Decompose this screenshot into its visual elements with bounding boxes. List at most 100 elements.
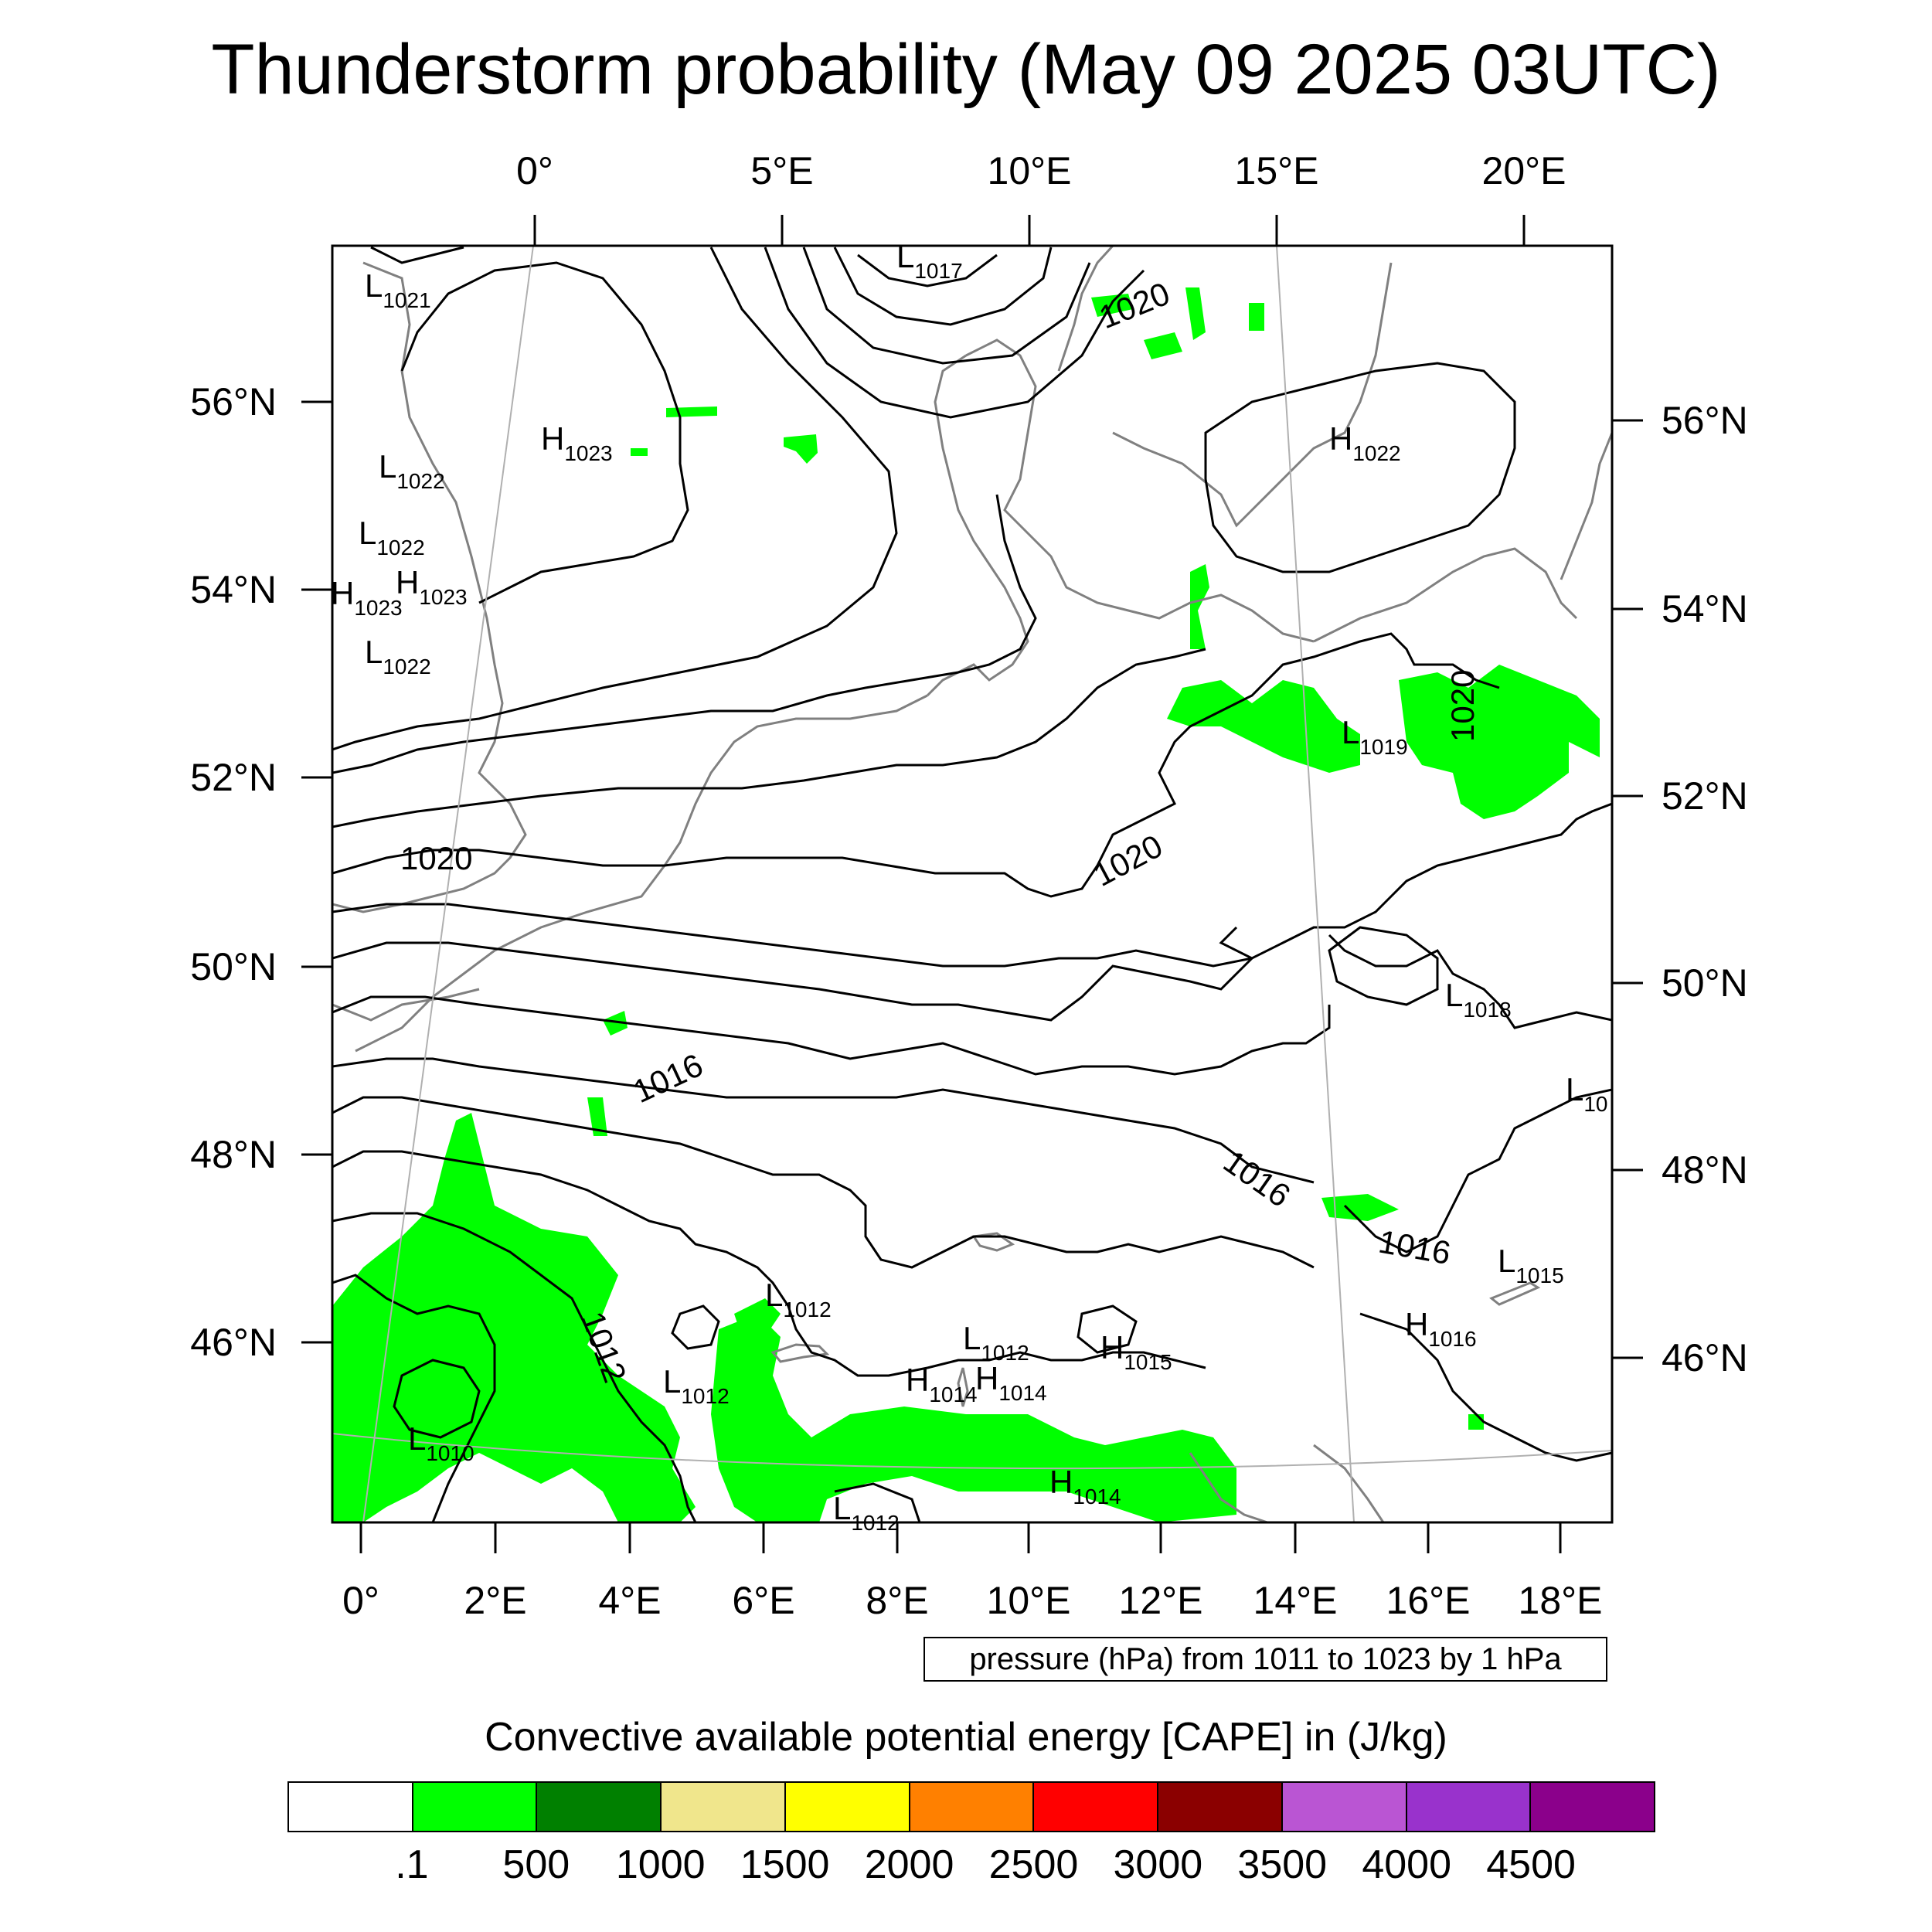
isobars bbox=[332, 246, 1612, 1522]
left-tick-label: 52°N bbox=[190, 756, 277, 799]
pressure-center-label: L1022 bbox=[365, 634, 431, 679]
pressure-center-label: L1010 bbox=[408, 1420, 474, 1465]
coast-denmark bbox=[965, 338, 1315, 643]
coast-netherlands bbox=[663, 694, 928, 866]
pressure-center-label: H1014 bbox=[1049, 1464, 1121, 1509]
cape-area-northsea-3 bbox=[631, 448, 648, 456]
cape-area-sweden-4 bbox=[1249, 303, 1264, 331]
bottom-tick-label: 0° bbox=[342, 1579, 379, 1622]
left-tick-label: 48°N bbox=[190, 1133, 277, 1176]
colorbar-swatch bbox=[1531, 1783, 1655, 1831]
colorbar-label: 3000 bbox=[1113, 1842, 1203, 1887]
bottom-tick-label: 10°E bbox=[987, 1579, 1071, 1622]
bottom-tick-label: 4°E bbox=[598, 1579, 661, 1622]
pressure-center-label: L1021 bbox=[365, 267, 431, 312]
graticule bbox=[332, 246, 1612, 1522]
left-tick-label: 46°N bbox=[190, 1321, 277, 1364]
bottom-tick-label: 8°E bbox=[866, 1579, 928, 1622]
isobar-low-1012-a bbox=[671, 1304, 720, 1350]
pressure-center-label: H1023 bbox=[331, 575, 403, 620]
right-tick-label: 54°N bbox=[1662, 587, 1748, 631]
colorbar-label: 2500 bbox=[988, 1842, 1079, 1887]
colorbar bbox=[287, 1781, 1655, 1832]
coast-baltic-south bbox=[1313, 547, 1578, 643]
isobar-1018 bbox=[332, 926, 1254, 1022]
top-axis-labels: 0° 5°E 10°E 15°E 20°E bbox=[516, 149, 1566, 192]
left-axis bbox=[301, 400, 332, 1344]
right-axis-labels: 56°N 54°N 52°N 50°N 48°N 46°N bbox=[1662, 399, 1748, 1379]
cape-area-poland-mid bbox=[1167, 680, 1360, 773]
colorbar-label: 3500 bbox=[1237, 1842, 1328, 1887]
isobar-label: 1020 bbox=[1444, 670, 1481, 742]
pressure-center-label: H1023 bbox=[396, 564, 468, 609]
coastlines bbox=[332, 246, 1612, 1522]
right-tick-label: 50°N bbox=[1662, 961, 1748, 1005]
right-tick-label: 52°N bbox=[1662, 774, 1748, 818]
isobar-1021-a bbox=[332, 247, 898, 751]
top-tick-label: 10°E bbox=[988, 149, 1072, 192]
isobar-label: 1020 bbox=[400, 840, 472, 876]
pressure-center-label: L1017 bbox=[896, 238, 963, 283]
lake-balaton bbox=[1489, 1281, 1541, 1306]
coast-france-north bbox=[355, 865, 666, 1053]
top-tick-label: 20°E bbox=[1482, 149, 1566, 192]
colorbar-swatch bbox=[1158, 1783, 1283, 1831]
isobar-1012 bbox=[332, 1274, 496, 1522]
colorbar-title: Convective available potential energy [C… bbox=[485, 1715, 1447, 1760]
coast-germany-north bbox=[926, 354, 1029, 697]
isobar-label: 1020 bbox=[1094, 275, 1175, 336]
isobar-1014 bbox=[332, 1150, 1206, 1377]
pressure-center-label: H1023 bbox=[541, 420, 613, 465]
pressure-center-label: L1012 bbox=[833, 1490, 900, 1535]
bottom-tick-label: 18°E bbox=[1519, 1579, 1603, 1622]
bottom-axis-labels: 0° 2°E 4°E 6°E 8°E 10°E 12°E 14°E 16°E 1… bbox=[342, 1579, 1602, 1622]
bottom-tick-label: 16°E bbox=[1386, 1579, 1471, 1622]
cape-area-sweden-3 bbox=[1185, 287, 1206, 340]
coast-adriatic bbox=[1189, 1452, 1268, 1522]
pressure-center-label: L1012 bbox=[765, 1277, 832, 1321]
bottom-axis bbox=[359, 1522, 1562, 1553]
isobar-1020-a bbox=[764, 247, 1145, 419]
right-tick-label: 48°N bbox=[1662, 1148, 1748, 1192]
colorbar-swatch bbox=[289, 1783, 413, 1831]
bottom-tick-label: 14°E bbox=[1253, 1579, 1338, 1622]
isobar-1013 bbox=[332, 1212, 697, 1522]
top-tick-label: 15°E bbox=[1235, 149, 1319, 192]
pressure-center-label: H1016 bbox=[1405, 1306, 1477, 1351]
cape-area-hungary bbox=[1468, 1414, 1484, 1430]
pressure-center-label: H1014 bbox=[906, 1362, 978, 1406]
left-tick-label: 54°N bbox=[190, 568, 277, 611]
cape-area-france-2 bbox=[587, 1097, 607, 1136]
page-title: Thunderstorm probability (May 09 2025 03… bbox=[211, 30, 1721, 109]
isobar-1016-east bbox=[1343, 1088, 1612, 1253]
cape-area-northsea-1 bbox=[666, 406, 717, 417]
pressure-centers: L1017 L1021 H1023 L1022 L1022 H1023 H102… bbox=[331, 238, 1608, 1535]
coast-britain-east bbox=[332, 261, 527, 913]
isobar-label: 1016 bbox=[1217, 1143, 1297, 1214]
cape-area-central bbox=[711, 1314, 1236, 1522]
cape-area-france-1 bbox=[603, 1011, 628, 1036]
colorbar-swatch bbox=[1282, 1783, 1407, 1831]
pressure-center-label: H1015 bbox=[1100, 1329, 1172, 1374]
colorbar-label: 4000 bbox=[1362, 1842, 1452, 1887]
coast-sweden-west bbox=[1057, 246, 1114, 372]
colorbar-swatch bbox=[785, 1783, 910, 1831]
isobar-1018-east bbox=[1328, 934, 1612, 1029]
cape-area-sweden-2 bbox=[1144, 332, 1182, 359]
pressure-center-label: L1015 bbox=[1498, 1243, 1564, 1287]
isobar-1020-c bbox=[332, 632, 1500, 898]
colorbar-swatch bbox=[413, 1783, 538, 1831]
cape-area-sweden-1 bbox=[1091, 294, 1133, 317]
bottom-tick-label: 6°E bbox=[732, 1579, 794, 1622]
colorbar-label: 2000 bbox=[864, 1842, 954, 1887]
isobar-1016-a bbox=[332, 1057, 1315, 1184]
meridian-0 bbox=[362, 246, 534, 1522]
isobar-low-1012-c bbox=[834, 1482, 921, 1522]
colorbar-swatch bbox=[537, 1783, 662, 1831]
right-axis bbox=[1612, 419, 1643, 1359]
isobar-1023-north bbox=[400, 261, 689, 604]
colorbar-label: 4500 bbox=[1486, 1842, 1576, 1887]
coast-adriatic-east bbox=[1313, 1444, 1385, 1522]
coast-sweden-south bbox=[1112, 262, 1393, 528]
